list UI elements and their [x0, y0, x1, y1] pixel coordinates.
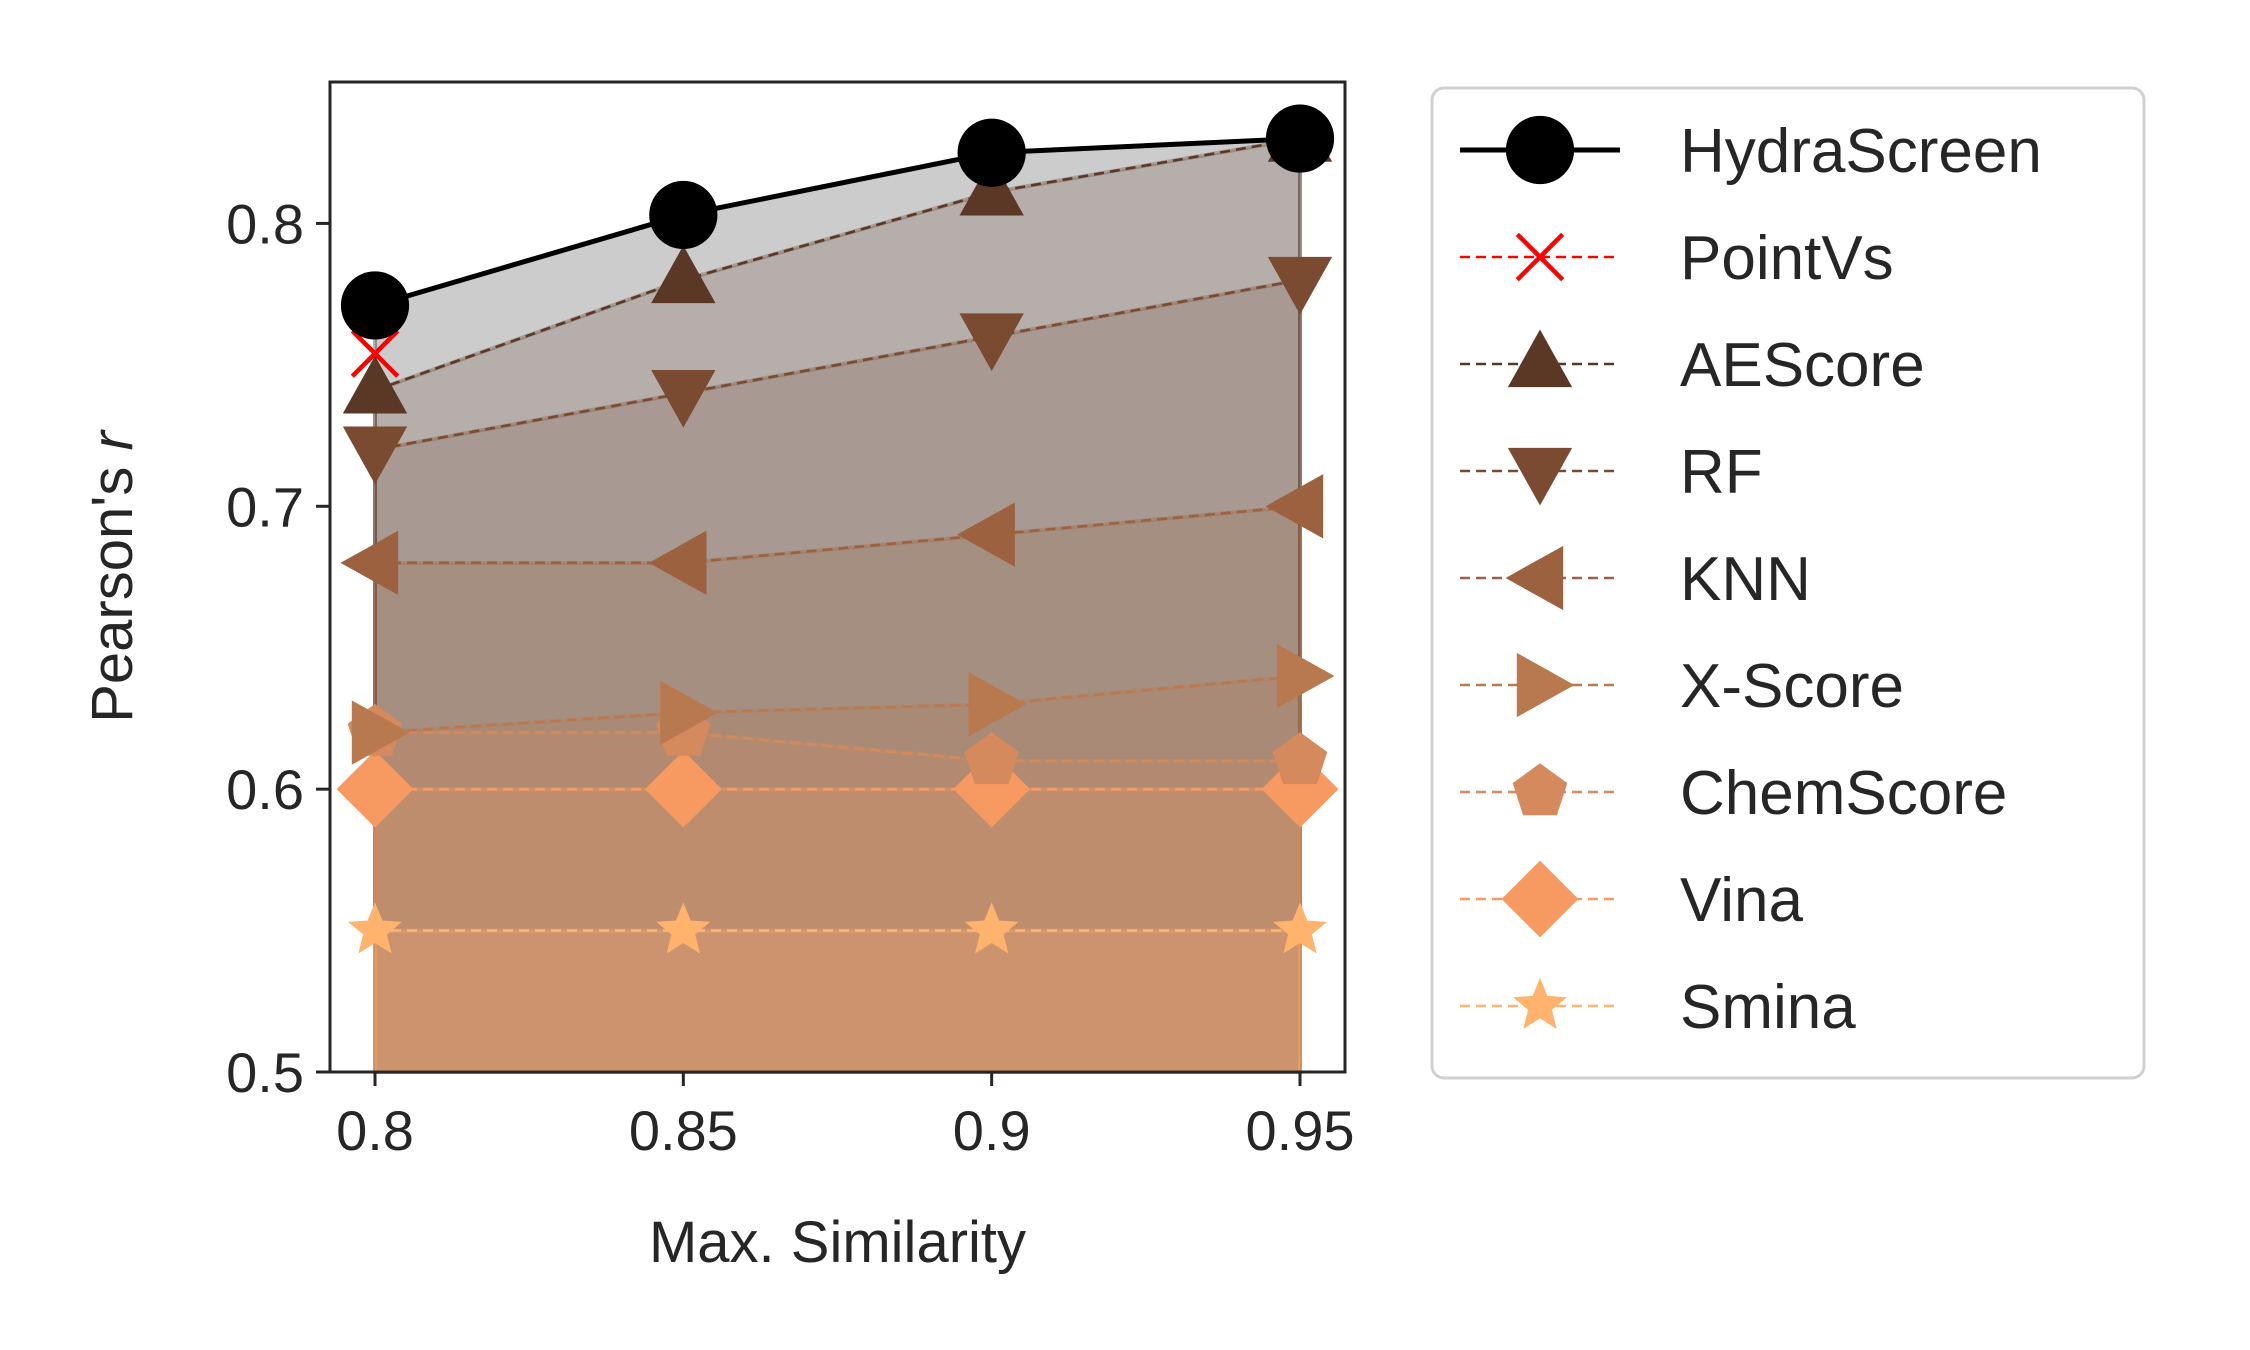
point-rf-4 [1267, 256, 1333, 315]
legend-marker-rf [1507, 447, 1573, 506]
point-hydrascreen-3 [957, 118, 1026, 187]
legend-label-rf: RF [1680, 438, 1763, 507]
y-axis-label-space [80, 451, 145, 467]
legend-label-aescore: AEScore [1680, 331, 1925, 400]
point-chemscore-3 [964, 732, 1019, 785]
point-smina-3 [964, 902, 1019, 954]
area-fills [373, 136, 1302, 1074]
x-tick-label-1: 0.8 [336, 1099, 414, 1162]
legend-label-hydrascreen: HydraScreen [1680, 117, 2042, 186]
legend-marker-vina [1501, 860, 1579, 938]
point-x-score-3 [968, 672, 1027, 737]
point-rf-2 [651, 369, 716, 428]
y-tick-label-2: 0.6 [226, 758, 304, 821]
point-aescore-3 [959, 157, 1024, 216]
point-aescore-2 [651, 245, 716, 304]
point-vina-2 [644, 750, 722, 828]
legend-label-pointvs: PointVs [1680, 224, 1894, 293]
point-chemscore-4 [1272, 732, 1328, 785]
legend-marker-knn [1505, 545, 1564, 611]
point-rf-1 [342, 426, 408, 485]
x-tick-label-4: 0.95 [1246, 1099, 1355, 1162]
legend-marker-hydrascreen [1505, 115, 1575, 185]
point-knn-3 [957, 502, 1015, 567]
point-hydrascreen-4 [1265, 104, 1335, 173]
x-tick-label-2: 0.85 [629, 1099, 738, 1162]
point-smina-2 [656, 902, 711, 954]
y-axis-label: Pearson's r [80, 429, 145, 723]
series-markers [336, 104, 1339, 954]
y-tick-label-3: 0.7 [226, 475, 304, 538]
point-vina-1 [336, 750, 414, 828]
legend-marker-smina [1513, 977, 1567, 1029]
point-knn-2 [648, 530, 707, 596]
point-x-score-1 [351, 700, 410, 765]
plot-frame [328, 80, 1347, 1074]
legend-marker-x-score [1516, 652, 1575, 718]
legend-marker-aescore [1507, 329, 1573, 388]
y-axis-label-main: Pearson's [80, 467, 145, 723]
x-axis-label: Max. Similarity [649, 1210, 1026, 1275]
legend-label-x-score: X-Score [1680, 652, 1904, 721]
legend-box [1430, 86, 2146, 1080]
point-hydrascreen-2 [649, 180, 718, 250]
legend-label-chemscore: ChemScore [1680, 759, 2007, 828]
x-tick-label-3: 0.9 [953, 1099, 1031, 1162]
point-x-score-4 [1276, 643, 1335, 709]
legend-marker-chemscore [1512, 763, 1568, 816]
point-x-score-2 [660, 680, 718, 745]
point-vina-3 [953, 750, 1031, 828]
series-line-chemscore [375, 731, 1300, 763]
area-fill-smina [373, 928, 1302, 1074]
legend: HydraScreen PointVs AEScore RF KNN X-Score Che… [1430, 86, 2146, 1080]
legend-label-knn: KNN [1680, 545, 1811, 614]
legend-label-smina: Smina [1680, 973, 1856, 1042]
y-axis-label-italic: r [80, 429, 145, 451]
point-hydrascreen-1 [340, 271, 410, 340]
point-rf-3 [959, 313, 1024, 372]
point-knn-1 [340, 530, 399, 596]
series-line-hydrascreen [374, 136, 1301, 308]
point-aescore-1 [342, 355, 408, 414]
legend-label-vina: Vina [1680, 866, 1803, 935]
y-tick-label-4: 0.8 [226, 192, 304, 255]
point-vina-4 [1261, 750, 1339, 828]
y-tick-label-1: 0.5 [226, 1041, 304, 1104]
series-line-aescore [374, 137, 1301, 392]
series-line-x-score [374, 674, 1301, 734]
point-smina-1 [348, 902, 402, 954]
series-line-rf [374, 278, 1301, 451]
y-axis-ticks: 0.5 0.6 0.7 0.8 [226, 192, 330, 1104]
series-line-knn [375, 504, 1301, 565]
legend-marker-pointvs [1515, 232, 1565, 282]
point-pointvs-1 [350, 329, 400, 378]
series-lines [374, 136, 1301, 932]
point-knn-4 [1265, 474, 1324, 539]
point-smina-4 [1273, 902, 1327, 954]
x-axis-ticks: 0.8 0.85 0.9 0.95 [336, 1072, 1355, 1162]
